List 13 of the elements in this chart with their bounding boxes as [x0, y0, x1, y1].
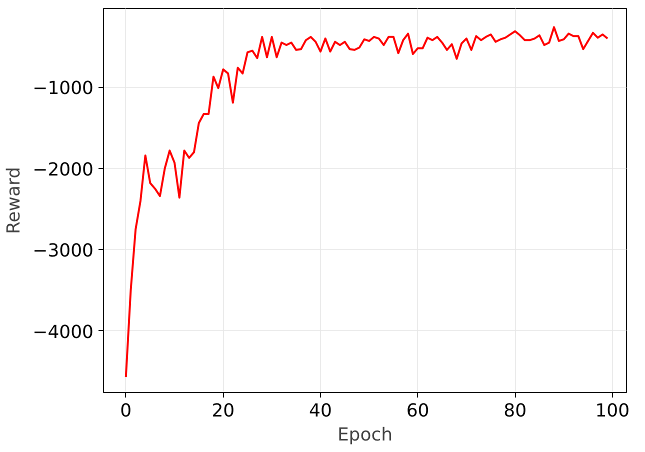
y-tick-label: −2000 — [32, 159, 94, 180]
x-tick-label: 100 — [595, 400, 630, 422]
y-tick-label: −3000 — [32, 240, 94, 262]
x-tick-label: 20 — [212, 400, 235, 422]
x-tick-label: 60 — [406, 400, 430, 422]
line-series — [124, 26, 609, 378]
y-tick-label: −4000 — [32, 322, 94, 343]
y-axis-title: Reward — [4, 166, 25, 234]
y-tick-label: −1000 — [32, 78, 94, 100]
x-tick-label: 80 — [504, 400, 527, 422]
x-axis-title: Epoch — [337, 424, 393, 446]
x-tick-label: 40 — [309, 400, 332, 422]
x-tick-label: 0 — [120, 400, 132, 422]
